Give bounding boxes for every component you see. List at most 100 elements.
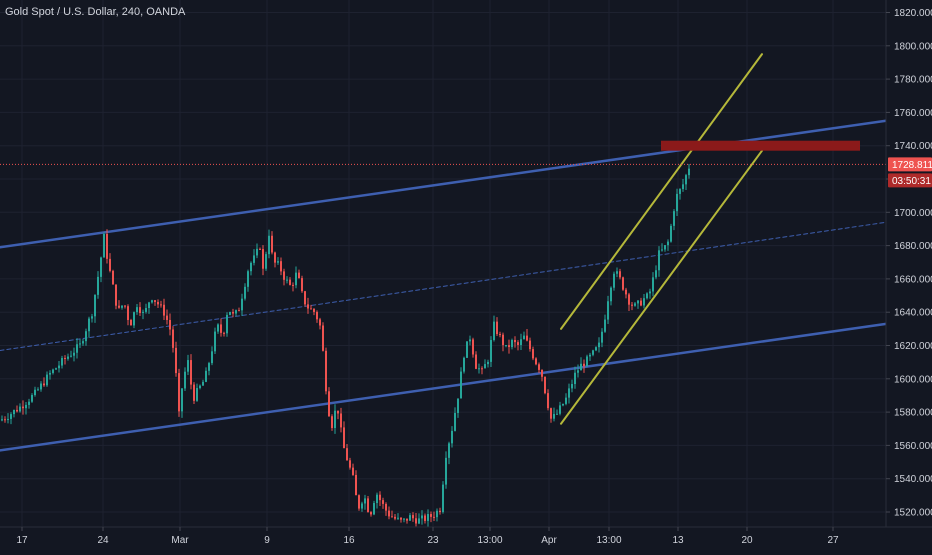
candle-body	[145, 308, 147, 312]
candle-body	[112, 270, 114, 285]
candle-body	[502, 334, 504, 346]
candle-body	[556, 413, 558, 415]
candle-body	[685, 175, 687, 185]
candle-body	[481, 368, 483, 370]
candle-body	[394, 516, 396, 519]
candle-body	[475, 354, 477, 369]
candles-layer	[1, 163, 690, 527]
candle-body	[460, 371, 462, 399]
candle-body	[526, 335, 528, 341]
drawings-layer[interactable]	[0, 53, 888, 452]
candle-body	[49, 372, 51, 375]
candle-body	[25, 404, 27, 409]
candle-body	[496, 321, 498, 335]
candle-body	[136, 307, 138, 313]
time-axis[interactable]: 17 24 Mar 9 16 23 13:00 Apr 13:00 13 20 27	[0, 526, 932, 550]
candle-body	[118, 305, 120, 308]
price-tick-label: 1740.000	[894, 141, 932, 152]
candle-body	[352, 467, 354, 475]
channel-lower-line[interactable]	[0, 322, 888, 452]
price-tick-label: 1540.000	[894, 474, 932, 485]
candle-body	[151, 300, 153, 303]
price-tick-label: 1680.000	[894, 241, 932, 252]
candle-body	[637, 300, 639, 304]
candle-body	[142, 311, 144, 313]
candle-body	[472, 339, 474, 355]
candle-body	[304, 291, 306, 305]
candle-body	[10, 414, 12, 419]
candle-body	[208, 363, 210, 371]
candle-body	[331, 416, 333, 429]
candle-body	[436, 510, 438, 518]
candle-body	[193, 384, 195, 401]
resistance-zone[interactable]	[661, 140, 860, 151]
price-tick-label: 1580.000	[894, 408, 932, 419]
time-axis-background	[0, 527, 932, 550]
candle-body	[340, 413, 342, 428]
candle-body	[628, 294, 630, 305]
candle-body	[178, 373, 180, 412]
candle-body	[244, 286, 246, 299]
candle-body	[256, 248, 258, 256]
candle-body	[466, 341, 468, 358]
candle-body	[292, 284, 294, 286]
chart-title: Gold Spot / U.S. Dollar, 240, OANDA	[5, 6, 186, 18]
candle-body	[274, 252, 276, 263]
channel-midline[interactable]	[0, 221, 887, 351]
candle-body	[376, 494, 378, 504]
candle-body	[205, 370, 207, 382]
candle-body	[514, 340, 516, 343]
candle-body	[88, 318, 90, 332]
candle-body	[529, 340, 531, 350]
candle-body	[532, 349, 534, 359]
countdown-label: 03:50:31	[892, 176, 931, 187]
candle-body	[649, 291, 651, 294]
candle-body	[76, 344, 78, 353]
candle-body	[652, 277, 654, 292]
candle-body	[430, 514, 432, 517]
candle-body	[658, 250, 660, 271]
candle-body	[388, 510, 390, 517]
time-tick-label: Apr	[541, 535, 557, 546]
candle-body	[37, 389, 39, 391]
candle-body	[7, 418, 9, 420]
candle-body	[43, 383, 45, 386]
candle-body	[214, 331, 216, 352]
candle-body	[70, 355, 72, 357]
candle-body	[238, 310, 240, 312]
candle-body	[100, 257, 102, 277]
candle-body	[568, 388, 570, 398]
candle-body	[172, 329, 174, 348]
price-tick-label: 1620.000	[894, 341, 932, 352]
price-tick-label: 1660.000	[894, 274, 932, 285]
candle-body	[34, 389, 36, 396]
time-tick-label: Mar	[171, 535, 189, 546]
price-tick-label: 1600.000	[894, 374, 932, 385]
candle-body	[391, 516, 393, 518]
fast-channel-lower-line[interactable]	[560, 149, 763, 425]
candle-body	[289, 279, 291, 285]
candle-body	[664, 245, 666, 250]
candle-body	[64, 358, 66, 360]
candle-body	[409, 515, 411, 521]
candle-body	[97, 276, 99, 295]
candle-body	[319, 319, 321, 326]
candle-body	[121, 305, 123, 308]
price-axis[interactable]: 1520.000 1540.000 1560.000 1580.000 1600.000…	[885, 0, 932, 550]
candle-body	[211, 351, 213, 364]
candle-body	[175, 347, 177, 374]
candle-body	[595, 347, 597, 351]
candle-body	[79, 343, 81, 345]
candle-body	[469, 339, 471, 342]
candle-body	[277, 261, 279, 263]
candle-body	[226, 314, 228, 334]
candle-body	[655, 270, 657, 278]
candle-body	[262, 249, 264, 269]
candle-body	[631, 304, 633, 306]
fast-channel-upper-line[interactable]	[560, 53, 763, 330]
candle-body	[280, 261, 282, 272]
candle-body	[610, 287, 612, 302]
candle-body	[1, 419, 3, 421]
